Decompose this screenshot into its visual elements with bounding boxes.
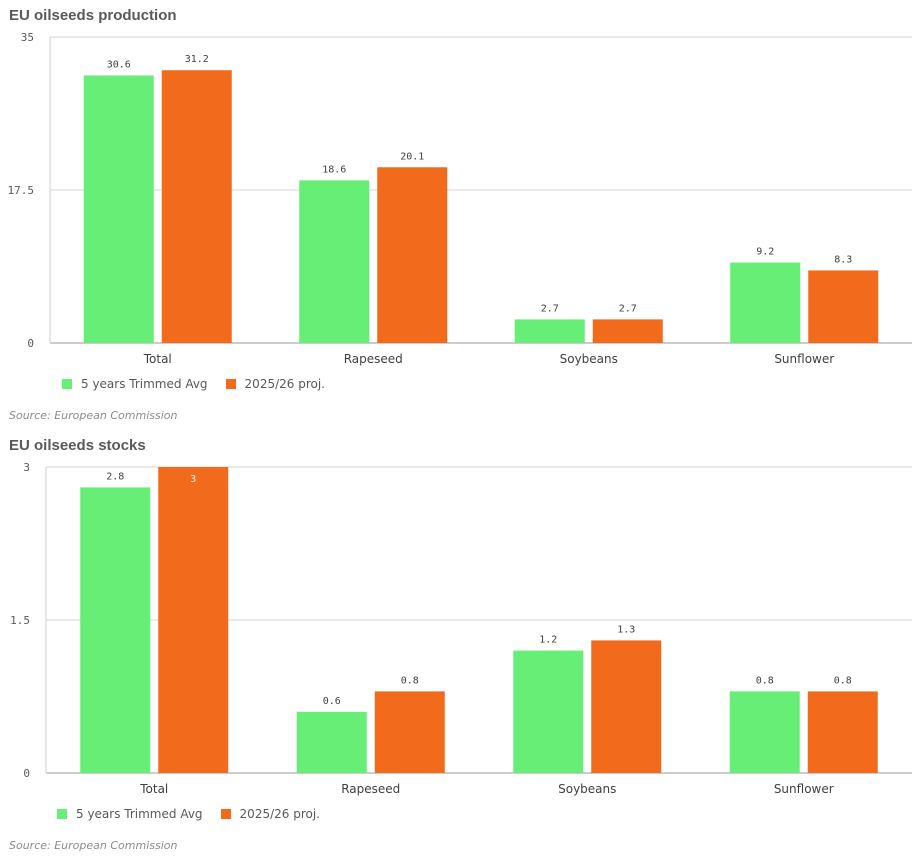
data-label: 3: [190, 474, 196, 485]
data-label: 18.6: [322, 164, 346, 175]
legend-item-series-2[interactable]: 2025/26 proj.: [225, 377, 325, 391]
production-chart-panel: EU oilseeds production 0 17.5 35 Total 30.6 3…: [0, 0, 924, 430]
y-tick-label: 0: [23, 767, 30, 780]
source-note: Source: European Commission: [9, 839, 178, 852]
bar: [158, 467, 229, 773]
data-label: 1.2: [539, 635, 557, 646]
x-tick-label: Soybeans: [560, 352, 618, 366]
bar: [80, 487, 151, 773]
bar: [374, 691, 445, 773]
legend-label: 5 years Trimmed Avg: [76, 807, 203, 821]
x-tick-label: Total: [139, 782, 168, 796]
bar: [592, 319, 663, 343]
x-tick-label: Soybeans: [558, 782, 616, 796]
bar: [729, 691, 800, 773]
data-label: 0.8: [401, 675, 419, 686]
production-bar-chart: 0 17.5 35 Total 30.6 31.2 Rapeseed 18.6 20.1 Soyb…: [8, 31, 912, 366]
legend-item-series-1[interactable]: 5 years Trimmed Avg: [57, 807, 203, 821]
source-note: Source: European Commission: [9, 409, 178, 422]
data-label: 2.8: [106, 471, 124, 482]
x-tick-label: Total: [143, 352, 172, 366]
bar: [377, 167, 448, 343]
bar: [514, 319, 585, 343]
legend-item-series-2[interactable]: 2025/26 proj.: [220, 807, 320, 821]
data-label: 2.7: [541, 303, 559, 314]
legend-swatch-green: [57, 809, 67, 819]
legend-label: 5 years Trimmed Avg: [81, 377, 208, 391]
legend-swatch-orange: [225, 379, 236, 389]
legend-item-series-1[interactable]: 5 years Trimmed Avg: [62, 377, 208, 391]
bar: [730, 262, 801, 343]
data-label: 9.2: [756, 247, 774, 258]
legend-label: 2025/26 proj.: [239, 807, 320, 821]
x-tick-label: Rapeseed: [341, 782, 400, 796]
bar: [808, 270, 879, 343]
chart-legend[interactable]: 5 years Trimmed Avg 2025/26 proj.: [62, 377, 343, 391]
data-label: 31.2: [185, 54, 209, 65]
x-tick-label: Sunflower: [774, 352, 834, 366]
data-label: 0.8: [834, 675, 852, 686]
x-tick-label: Sunflower: [774, 782, 834, 796]
data-label: 1.3: [617, 624, 635, 635]
bar: [83, 75, 154, 344]
bar: [296, 711, 367, 773]
legend-label: 2025/26 proj.: [244, 377, 325, 391]
bar: [161, 70, 232, 344]
y-tick-label: 17.5: [8, 184, 35, 197]
chart-title: EU oilseeds stocks: [9, 437, 146, 454]
bar: [591, 640, 662, 773]
y-tick-label: 1.5: [10, 614, 30, 627]
x-tick-label: Rapeseed: [344, 352, 403, 366]
y-tick-label: 35: [21, 31, 34, 44]
data-label: 0.6: [323, 696, 341, 707]
chart-legend[interactable]: 5 years Trimmed Avg 2025/26 proj.: [57, 807, 338, 821]
legend-swatch-green: [62, 379, 72, 389]
data-label: 8.3: [834, 254, 852, 265]
y-tick-label: 0: [27, 337, 34, 350]
data-label: 30.6: [107, 59, 131, 70]
data-label: 0.8: [756, 675, 774, 686]
y-tick-label: 3: [23, 461, 30, 474]
bar: [513, 650, 584, 773]
stocks-bar-chart: 0 1.5 3 Total 2.8 3 Rapeseed 0.6 0.8 Soybeans 1.2 1…: [10, 461, 912, 796]
chart-title: EU oilseeds production: [9, 7, 177, 24]
bar: [299, 180, 370, 343]
data-label: 20.1: [400, 151, 424, 162]
legend-swatch-orange: [220, 809, 231, 819]
bar: [807, 691, 878, 773]
data-label: 2.7: [619, 303, 637, 314]
